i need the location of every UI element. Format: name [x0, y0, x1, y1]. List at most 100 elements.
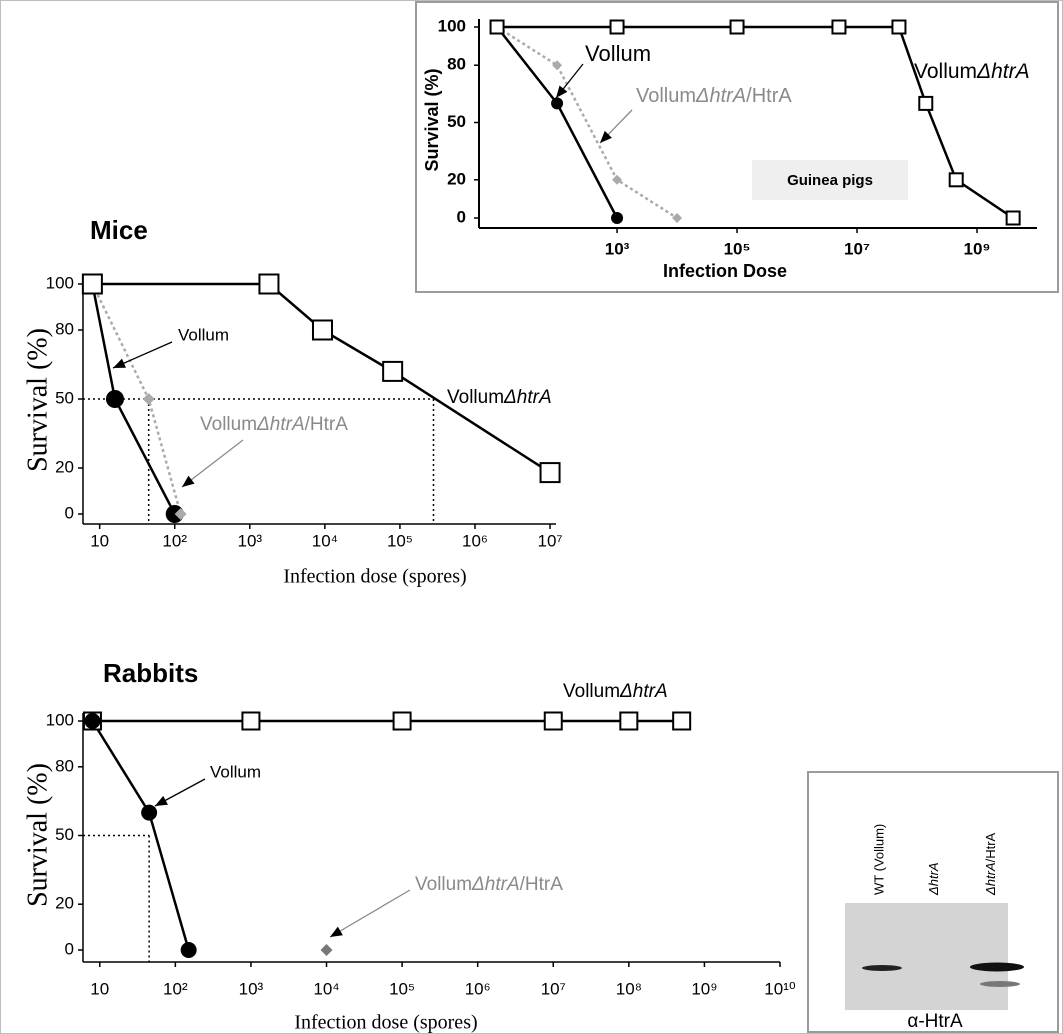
annotation-arrow [181, 439, 244, 488]
arrow-head [113, 358, 126, 368]
y-tick-label: 100 [438, 16, 466, 35]
point [918, 95, 934, 111]
point [105, 390, 124, 408]
x-axis-label: Infection dose (spores) [283, 566, 466, 588]
y-axis-label: Survival (%) [22, 328, 53, 472]
blot-band [862, 965, 902, 971]
point [81, 273, 103, 295]
series-label: Vollum [210, 762, 261, 781]
x-tick-label: 10⁹ [964, 239, 991, 258]
point [552, 60, 563, 71]
y-tick-label: 50 [55, 388, 74, 407]
x-tick-label: 10² [162, 531, 187, 550]
y-tick-label: 0 [65, 503, 74, 522]
x-tick-label: 10⁴ [312, 531, 338, 550]
chart-title: Rabbits [103, 658, 198, 688]
series-label: VollumΔhtrA [447, 387, 552, 408]
point [672, 711, 692, 731]
point [241, 711, 261, 731]
series-label: VollumΔhtrA/HtrA [200, 414, 348, 435]
x-tick-label: 10⁶ [462, 531, 488, 550]
series-label: Vollum [585, 41, 651, 66]
blot-band [970, 962, 1024, 972]
point [612, 174, 623, 185]
series-label: VollumΔhtrA [563, 681, 668, 702]
y-tick-label: 80 [55, 756, 74, 775]
blot-band [980, 981, 1020, 987]
y-tick-label: 50 [55, 825, 74, 844]
point [539, 462, 561, 484]
point [609, 19, 625, 35]
y-tick-label: 0 [65, 939, 74, 958]
x-tick-label: 10 [90, 531, 109, 550]
y-tick-label: 50 [447, 112, 466, 131]
point [258, 273, 280, 295]
point [891, 19, 907, 35]
x-tick-label: 10² [163, 979, 188, 998]
point [1005, 210, 1021, 226]
series-line [91, 720, 190, 951]
point [320, 944, 333, 956]
chart-title: Mice [90, 215, 148, 245]
point [948, 172, 964, 188]
point [392, 711, 412, 731]
point [174, 508, 187, 520]
point [84, 713, 101, 729]
series-line [497, 25, 1014, 220]
chart-title: Guinea pigs [787, 172, 873, 189]
series-label: Vollum [178, 325, 229, 344]
x-tick-label: 10³ [237, 531, 262, 550]
series-label: VollumΔhtrA [914, 60, 1030, 83]
point [729, 19, 745, 35]
lane-label: ΔhtrA/HtrA [983, 832, 998, 896]
x-tick-label: 10¹⁰ [764, 979, 796, 998]
annotation-arrow [329, 889, 411, 938]
y-tick-label: 0 [457, 207, 466, 226]
x-tick-label: 10⁵ [389, 979, 415, 998]
title-box [752, 160, 908, 200]
x-tick-label: 10⁶ [465, 979, 491, 998]
x-tick-label: 10⁸ [616, 979, 642, 998]
x-tick-label: 10⁷ [541, 979, 566, 998]
point [543, 711, 563, 731]
blot-membrane [845, 903, 1008, 1010]
x-tick-label: 10⁷ [538, 531, 563, 550]
lane-label: WT (Vollum) [871, 824, 886, 895]
x-tick-label: 10³ [605, 239, 630, 258]
antibody-label: α-HtrA [907, 1011, 963, 1032]
lane-label: ΔhtrA [926, 862, 941, 896]
point [672, 213, 683, 223]
y-tick-label: 20 [447, 169, 466, 188]
y-tick-label: 20 [55, 894, 74, 913]
point [611, 212, 624, 224]
point [141, 804, 158, 821]
point [619, 711, 639, 731]
x-tick-label: 10⁵ [387, 531, 413, 550]
series-label: VollumΔhtrA/HtrA [415, 874, 563, 895]
x-tick-label: 10³ [239, 979, 264, 998]
point [831, 19, 847, 35]
series-line [91, 283, 182, 515]
point [489, 19, 505, 35]
x-tick-label: 10⁴ [313, 979, 339, 998]
arrow-head [600, 130, 612, 143]
point [551, 97, 564, 110]
y-tick-label: 80 [55, 319, 74, 338]
series-label: VollumΔhtrA/HtrA [636, 85, 792, 107]
arrow-head [330, 926, 343, 937]
point [180, 942, 197, 958]
x-axis-label: Infection Dose [663, 261, 787, 281]
y-tick-label: 20 [55, 457, 74, 476]
point [142, 393, 155, 405]
arrow-head [556, 85, 568, 98]
x-tick-label: 10 [90, 979, 109, 998]
y-axis-label: Survival (%) [422, 68, 442, 171]
x-tick-label: 10⁹ [691, 979, 717, 998]
y-axis-label: Survival (%) [22, 763, 53, 907]
arrow-head [182, 475, 195, 487]
inset-frame [415, 1, 1059, 293]
point [311, 319, 333, 341]
x-tick-label: 10⁵ [724, 239, 751, 258]
